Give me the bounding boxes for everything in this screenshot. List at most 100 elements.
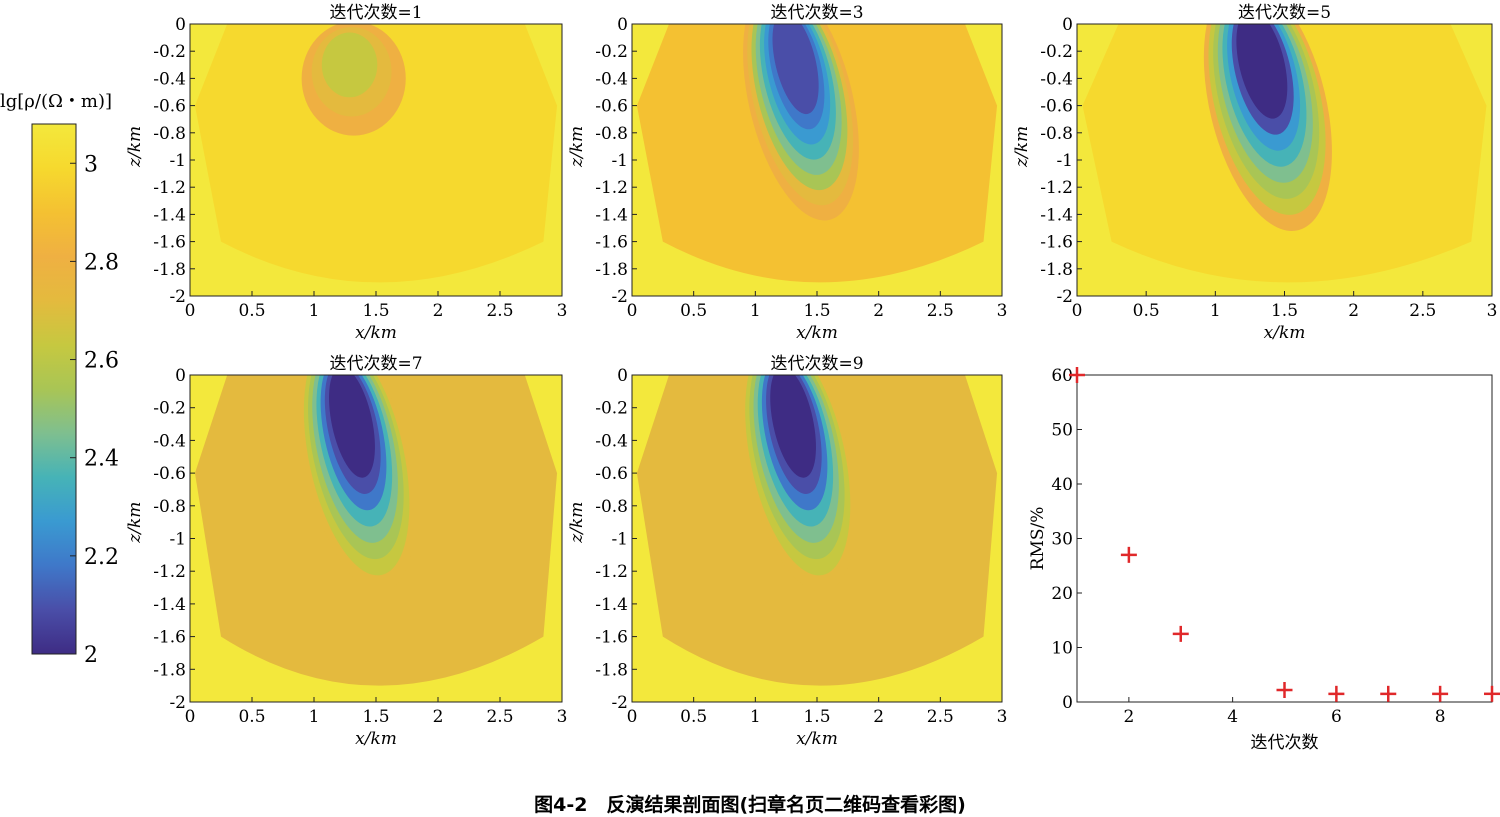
colorbar-tick-label: 2	[84, 643, 98, 668]
section-ylabel: z/km	[1012, 126, 1032, 168]
y-tick-label: -1.6	[595, 233, 628, 253]
section-field	[632, 24, 1002, 296]
rms-y-tick-label: 40	[1051, 475, 1073, 495]
y-tick-label: -1.6	[153, 233, 186, 253]
y-tick-label: -1	[1056, 151, 1073, 171]
colorbar-tick-label: 2.4	[84, 447, 119, 472]
y-tick-label: -1.6	[1040, 233, 1073, 253]
rms-y-tick-label: 10	[1051, 639, 1073, 659]
y-tick-label: -1	[611, 530, 628, 550]
x-tick-label: 1	[750, 301, 761, 321]
y-tick-label: -1.8	[153, 260, 186, 280]
y-tick-label: -2	[1056, 287, 1073, 307]
x-tick-label: 1	[309, 707, 320, 727]
x-tick-label: 1.5	[803, 707, 830, 727]
rms-point	[1484, 685, 1500, 702]
x-tick-label: 0.5	[680, 301, 707, 321]
x-tick-label: 0	[185, 301, 196, 321]
section-panel-5: 0 0.5 1 1.5 2 2.5 3 0 -0.2 -0.4 -0.6 -0.8 -1 -1.2 -1.4…	[567, 354, 1007, 749]
y-tick-label: -0.8	[153, 124, 186, 144]
rms-x-tick-label: 6	[1331, 707, 1342, 727]
y-tick-label: -0.2	[153, 42, 186, 62]
x-tick-label: 2	[433, 707, 444, 727]
section-title: 迭代次数=9	[770, 354, 863, 374]
y-tick-label: -0.6	[1040, 97, 1073, 117]
x-tick-label: 3	[1487, 301, 1498, 321]
y-tick-label: -1.4	[153, 205, 186, 225]
section-title: 迭代次数=7	[329, 354, 422, 374]
x-tick-label: 2	[433, 301, 444, 321]
y-tick-label: -1	[611, 151, 628, 171]
x-tick-label: 1.5	[1271, 301, 1298, 321]
x-tick-label: 0.5	[1133, 301, 1160, 321]
colorbar-tick-label: 2.6	[84, 349, 119, 374]
section-ylabel: z/km	[567, 126, 587, 168]
section-panel-3: 0 0.5 1 1.5 2 2.5 3 0 -0.2 -0.4 -0.6 -0.8 -1 -1.2 -1.4…	[1012, 3, 1498, 343]
rms-point	[1120, 546, 1137, 563]
x-tick-label: 2.5	[1409, 301, 1436, 321]
rms-point	[1432, 685, 1449, 702]
y-tick-label: 0	[617, 15, 628, 35]
y-tick-label: -0.4	[153, 431, 186, 451]
rms-chart: 2 4 6 8 0 10 20 30 40 50 60 迭代次数 RMS/%	[1028, 366, 1500, 753]
y-tick-label: -0.2	[595, 399, 628, 419]
section-title: 迭代次数=3	[770, 3, 863, 23]
x-tick-label: 3	[557, 707, 568, 727]
section-panel-4: 0 0.5 1 1.5 2 2.5 3 0 -0.2 -0.4 -0.6 -0.8 -1 -1.2 -1.4…	[125, 354, 568, 749]
rms-y-tick-label: 30	[1051, 530, 1073, 550]
rms-x-tick-label: 8	[1435, 707, 1446, 727]
section-ylabel: z/km	[125, 502, 145, 544]
y-tick-label: -2	[169, 287, 186, 307]
rms-point	[1172, 625, 1189, 642]
x-tick-label: 0.5	[238, 301, 265, 321]
rms-point	[1069, 367, 1085, 383]
x-tick-label: 1	[750, 707, 761, 727]
y-tick-label: -1.4	[153, 595, 186, 615]
x-tick-label: 0	[627, 707, 638, 727]
x-tick-label: 0.5	[238, 707, 265, 727]
x-tick-label: 1.5	[362, 707, 389, 727]
y-tick-label: -1.6	[153, 628, 186, 648]
y-tick-label: -0.8	[595, 497, 628, 517]
section-field	[190, 375, 562, 702]
rms-x-tick-label: 2	[1123, 707, 1134, 727]
y-tick-label: -0.6	[595, 464, 628, 484]
y-tick-label: -0.6	[153, 97, 186, 117]
rms-xlabel: 迭代次数	[1251, 733, 1319, 753]
section-xlabel: x/km	[796, 323, 838, 343]
y-tick-label: -0.8	[595, 124, 628, 144]
y-tick-label: -0.4	[1040, 69, 1073, 89]
colorbar-tick-label: 2.2	[84, 545, 119, 570]
colorbar-tick-label: 3	[84, 152, 98, 177]
x-tick-label: 2	[1348, 301, 1359, 321]
y-tick-label: -1.8	[1040, 260, 1073, 280]
rms-x-tick-label: 4	[1227, 707, 1238, 727]
y-tick-label: -1.4	[1040, 205, 1073, 225]
rms-point	[1276, 682, 1293, 699]
x-tick-label: 2.5	[486, 707, 513, 727]
rms-y-tick-label: 60	[1051, 366, 1073, 386]
y-tick-label: -1.8	[595, 260, 628, 280]
y-tick-label: 0	[175, 366, 186, 386]
x-tick-label: 0	[627, 301, 638, 321]
x-tick-label: 1.5	[803, 301, 830, 321]
anomaly-contour	[772, 24, 819, 115]
colorbar-label: lg[ρ/(Ω・m)]	[0, 91, 112, 112]
y-tick-label: -0.4	[595, 69, 628, 89]
y-tick-label: -1	[169, 151, 186, 171]
anomaly-contour	[770, 375, 816, 478]
rms-y-tick-label: 50	[1051, 421, 1073, 441]
y-tick-label: -0.8	[1040, 124, 1073, 144]
y-tick-label: -1.4	[595, 595, 628, 615]
y-tick-label: -2	[611, 693, 628, 713]
y-tick-label: -1	[169, 530, 186, 550]
x-tick-label: 2	[873, 301, 884, 321]
section-title: 迭代次数=5	[1238, 3, 1331, 23]
x-tick-label: 0	[185, 707, 196, 727]
section-panel-1: 0 0.5 1 1.5 2 2.5 3 0 -0.2 -0.4 -0.6 -0.8 -1 -1.2 -1.4…	[125, 3, 567, 343]
rms-y-tick-label: 0	[1062, 693, 1073, 713]
y-tick-label: -0.6	[595, 97, 628, 117]
section-xlabel: x/km	[355, 323, 397, 343]
rms-point	[1380, 685, 1397, 702]
